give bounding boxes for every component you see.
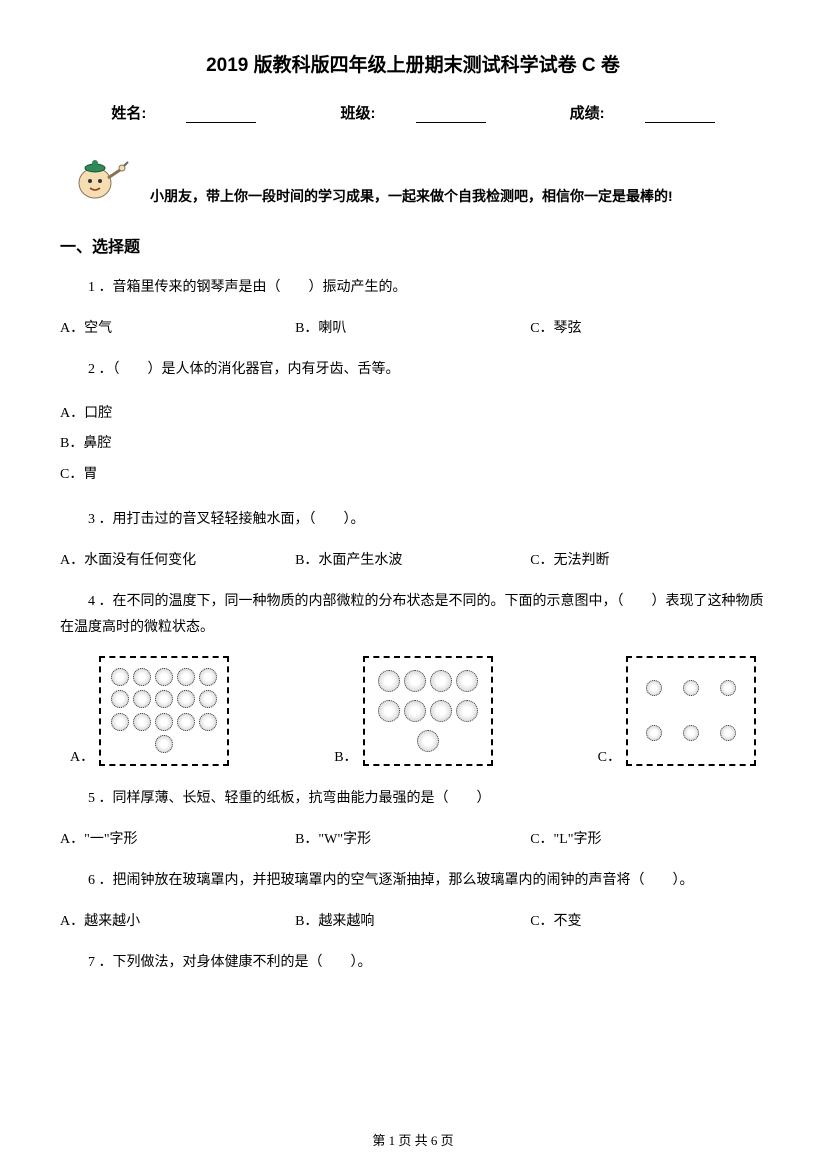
question-5-options: A．"一"字形 B．"W"字形 C．"L"字形 [60, 827, 766, 852]
q4-option-c-label: C． [598, 746, 621, 766]
mascot-row: 小朋友，带上你一段时间的学习成果，一起来做个自我检测吧，相信你一定是最棒的! [60, 148, 766, 208]
encourage-text: 小朋友，带上你一段时间的学习成果，一起来做个自我检测吧，相信你一定是最棒的! [150, 186, 673, 206]
section-1-header: 一、选择题 [60, 233, 766, 257]
question-3-options: A．水面没有任何变化 B．水面产生水波 C．无法判断 [60, 548, 766, 573]
q2-option-c: C．胃 [60, 460, 766, 491]
q3-option-b: B．水面产生水波 [295, 548, 530, 573]
q6-option-a: A．越来越小 [60, 909, 295, 934]
question-6: 6 ．把闹钟放在玻璃罩内，并把玻璃罩内的空气逐渐抽掉，那么玻璃罩内的闹钟的声音将… [60, 868, 766, 893]
mascot-icon [70, 148, 130, 208]
question-2: 2 ．（ ）是人体的消化器官，内有牙齿、舌等。 [60, 357, 766, 382]
q5-option-a: A．"一"字形 [60, 827, 295, 852]
question-4: 4 ．在不同的温度下，同一种物质的内部微粒的分布状态是不同的。下面的示意图中，（… [60, 589, 766, 639]
question-3: 3 ．用打击过的音叉轻轻接触水面，（ ）。 [60, 507, 766, 532]
question-7: 7 ．下列做法，对身体健康不利的是（ ）。 [60, 950, 766, 975]
q1-option-a: A．空气 [60, 316, 295, 341]
exam-title: 2019 版教科版四年级上册期末测试科学试卷 C 卷 [60, 50, 766, 77]
name-blank[interactable] [186, 109, 256, 123]
q1-option-b: B．喇叭 [295, 316, 530, 341]
score-label: 成绩: [570, 105, 605, 122]
q5-option-b: B．"W"字形 [295, 827, 530, 852]
diagram-c [626, 656, 756, 766]
question-5: 5 ．同样厚薄、长短、轻重的纸板，抗弯曲能力最强的是（ ） [60, 786, 766, 811]
page-footer: 第 1 页 共 6 页 [0, 1130, 826, 1149]
q6-option-b: B．越来越响 [295, 909, 530, 934]
question-6-options: A．越来越小 B．越来越响 C．不变 [60, 909, 766, 934]
class-blank[interactable] [416, 109, 486, 123]
q3-option-c: C．无法判断 [530, 548, 765, 573]
q3-option-a: A．水面没有任何变化 [60, 548, 295, 573]
score-blank[interactable] [645, 109, 715, 123]
question-2-options: A．口腔 B．鼻腔 C．胃 [60, 399, 766, 491]
q2-option-b: B．鼻腔 [60, 429, 766, 460]
diagram-b [363, 656, 493, 766]
q4-option-a-label: A． [70, 746, 94, 766]
diagram-a [99, 656, 229, 766]
q4-option-b-label: B． [334, 746, 357, 766]
q5-option-c: C．"L"字形 [530, 827, 765, 852]
class-label: 班级: [341, 105, 376, 122]
q1-option-c: C．琴弦 [530, 316, 765, 341]
question-4-diagrams: A． B． C． [60, 656, 766, 766]
student-info-line: 姓名: 班级: 成绩: [60, 102, 766, 123]
q2-option-a: A．口腔 [60, 399, 766, 430]
question-1-options: A．空气 B．喇叭 C．琴弦 [60, 316, 766, 341]
name-label: 姓名: [111, 105, 146, 122]
q6-option-c: C．不变 [530, 909, 765, 934]
question-1: 1 ．音箱里传来的钢琴声是由（ ）振动产生的。 [60, 275, 766, 300]
